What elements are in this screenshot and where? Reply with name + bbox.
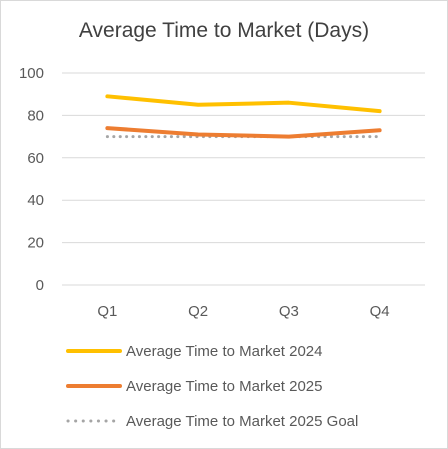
- y-tick-label: 0: [36, 277, 44, 294]
- series-lines: [105, 94, 382, 139]
- legend: Average Time to Market 2024 Average Time …: [66, 343, 358, 430]
- y-tick-label: 100: [19, 65, 44, 82]
- chart-title: Average Time to Market (Days): [78, 19, 370, 42]
- series-line-1: [105, 126, 382, 139]
- gridlines: [62, 72, 425, 286]
- legend-label-2: Average Time to Market 2025 Goal: [126, 413, 358, 430]
- x-tick-label: Q1: [97, 303, 117, 320]
- legend-label-1: Average Time to Market 2025: [126, 378, 323, 395]
- y-tick-label: 60: [27, 150, 44, 167]
- y-tick-label: 80: [27, 107, 44, 124]
- y-tick-label: 20: [27, 235, 44, 252]
- y-tick-label: 40: [27, 192, 44, 209]
- x-tick-label: Q2: [188, 303, 208, 320]
- x-axis-ticks: Q1 Q2 Q3 Q4: [97, 303, 389, 320]
- series-line-0: [105, 94, 382, 114]
- x-tick-label: Q3: [279, 303, 299, 320]
- y-axis-ticks: 0 20 40 60 80 100: [19, 65, 44, 294]
- legend-label-0: Average Time to Market 2024: [126, 343, 323, 360]
- x-tick-label: Q4: [370, 303, 390, 320]
